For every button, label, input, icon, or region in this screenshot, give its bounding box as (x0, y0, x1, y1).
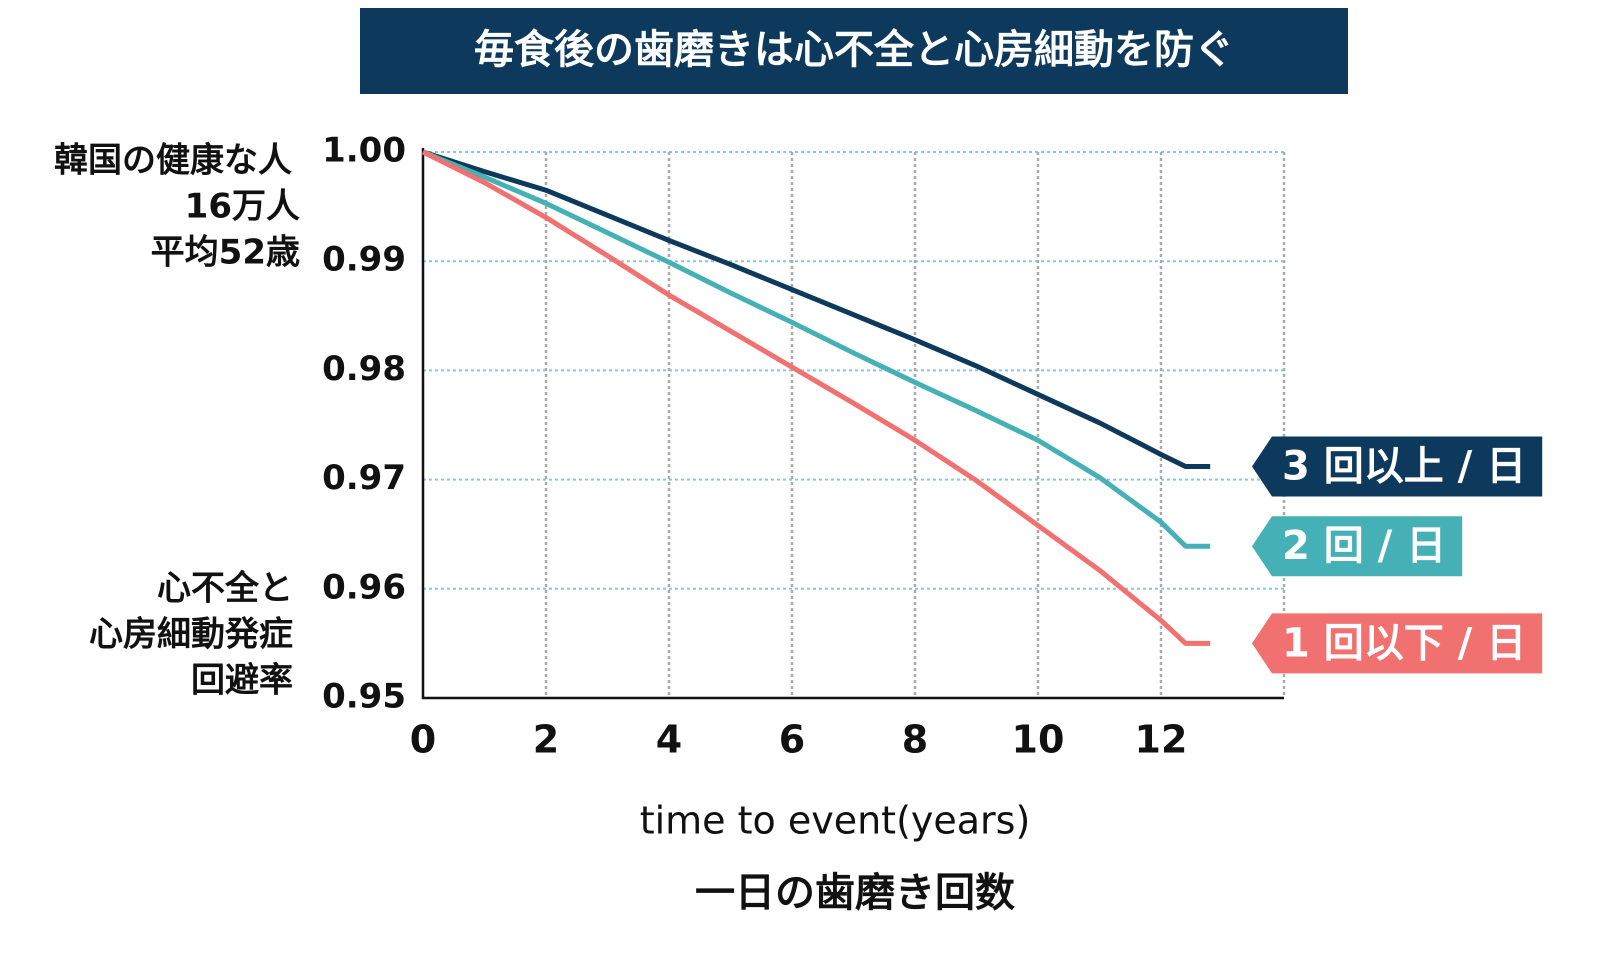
x-axis-label: time to event(years) (640, 799, 1031, 843)
annotation: 韓国の健康な人 (54, 141, 292, 181)
y-axis-label: 心房細動発症 (89, 615, 293, 655)
legend-label: 1 回以下 / 日 (1282, 620, 1526, 666)
legend-entry: 2 回 / 日 (1252, 516, 1463, 577)
y-tick-label: 0.95 (322, 677, 406, 717)
legend-entry: 3 回以上 / 日 (1252, 436, 1543, 497)
y-tick-label: 0.98 (322, 349, 406, 389)
legend-tag (1252, 436, 1543, 497)
title-box (360, 8, 1348, 94)
legend-title: 一日の歯磨き回数 (695, 870, 1015, 916)
x-tick-label: 6 (779, 718, 805, 762)
chart-title: 毎食後の歯磨きは心不全と心房細動を防ぐ (474, 27, 1234, 73)
annotation: 16万人 (185, 187, 300, 227)
x-tick-label: 10 (1012, 718, 1065, 762)
x-tick-label: 0 (410, 718, 436, 762)
y-tick-label: 0.96 (322, 567, 406, 607)
x-tick-label: 8 (902, 718, 928, 762)
x-tick-label: 12 (1135, 718, 1188, 762)
series-line (422, 149, 1211, 469)
y-axis-label: 回避率 (191, 661, 293, 701)
series-line (422, 149, 1211, 549)
legend-tag (1252, 516, 1463, 577)
y-tick-label: 1.00 (322, 131, 406, 171)
series-line (421, 149, 1211, 646)
legend-label: 3 回以上 / 日 (1282, 443, 1526, 489)
y-tick-label: 0.99 (322, 240, 406, 280)
y-axis-label: 心不全と (157, 569, 293, 609)
x-tick-label: 4 (656, 718, 682, 762)
y-tick-label: 0.97 (322, 458, 406, 498)
annotation: 平均52歳 (151, 233, 300, 273)
legend-tag (1252, 613, 1543, 674)
legend-label: 2 回 / 日 (1282, 523, 1446, 569)
x-tick-label: 2 (533, 718, 559, 762)
legend-entry: 1 回以下 / 日 (1252, 613, 1543, 674)
